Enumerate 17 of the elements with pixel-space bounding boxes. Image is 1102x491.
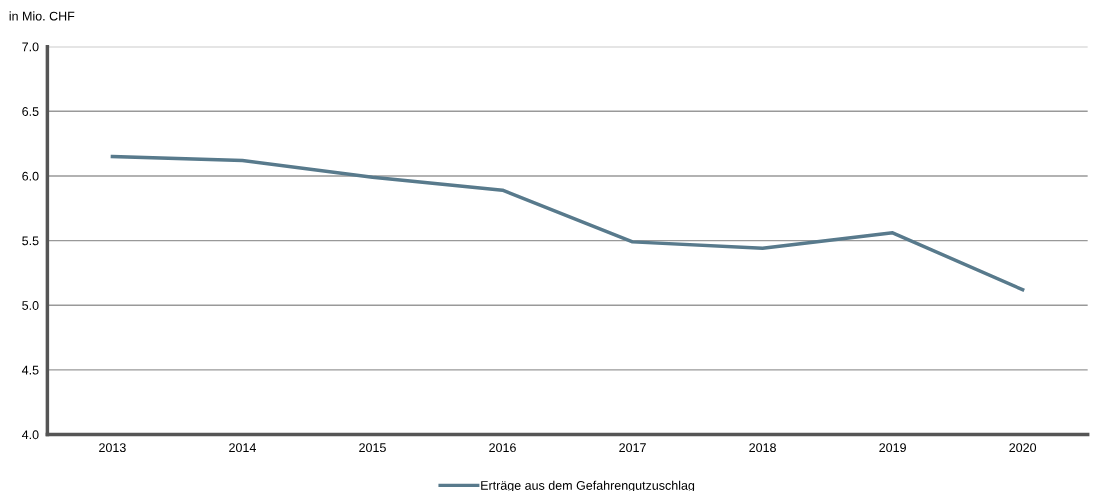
x-tick-label: 2014: [229, 443, 256, 453]
y-axis-title: in Mio. CHF: [9, 11, 75, 21]
y-tick-label: 6.5: [22, 107, 39, 116]
y-tick-label: 5.0: [22, 301, 39, 310]
x-tick-label: 2013: [99, 443, 126, 453]
y-tick-label: 4.0: [21, 430, 39, 440]
y-tick-label: 5.5: [22, 236, 39, 246]
x-tick-label: 2019: [879, 443, 906, 453]
x-tick-label: 2017: [619, 443, 646, 453]
x-tick-label: 2016: [489, 443, 516, 453]
x-tick-label: 2015: [359, 443, 386, 453]
x-tick-label: 2020: [1009, 443, 1037, 453]
line-series: [110, 154, 1025, 292]
x-tick-label: 2018: [749, 443, 776, 453]
y-tick-label: 4.5: [21, 365, 39, 375]
y-tick-label: 6.0: [22, 171, 39, 181]
y-tick-label: 7.0: [22, 42, 39, 52]
